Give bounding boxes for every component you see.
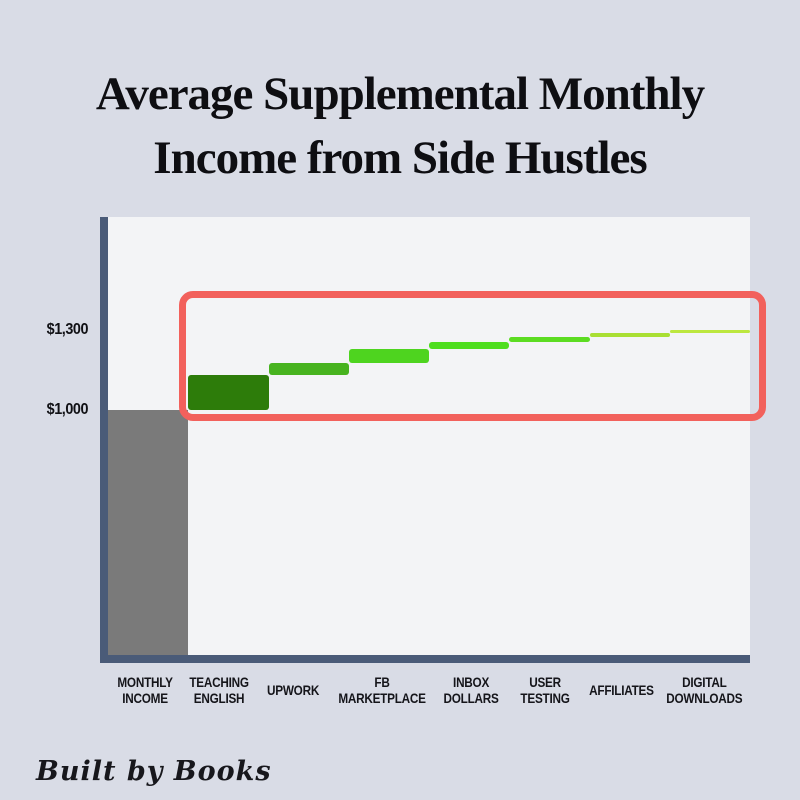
page-title-line-2: Income from Side Hustles [153, 132, 647, 184]
page-title-line-1: Average Supplemental Monthly [95, 68, 705, 120]
x-tick-label-inbox-dollars: INBOX DOLLARS [440, 666, 502, 714]
waterfall-bar-digital-downloads [669, 330, 750, 333]
x-tick-label-monthly-income: MONTHLY INCOME [114, 666, 176, 714]
waterfall-bar-affiliates [589, 332, 670, 337]
x-tick-line: AFFILIATES [588, 682, 654, 698]
waterfall-bar-inbox-dollars [429, 342, 510, 349]
x-tick-line: TESTING [520, 690, 571, 706]
x-tick-line: USER [529, 674, 562, 690]
x-tick-line: FB [374, 674, 390, 690]
x-tick-label-teaching-english: TEACHING ENGLISH [188, 666, 250, 714]
y-tick-label: $1,000 [46, 401, 89, 418]
x-axis-ticks: MONTHLY INCOME TEACHING ENGLISH UPWORK FB MARK… [108, 666, 750, 714]
x-tick-label-affiliates: AFFILIATES [589, 666, 654, 714]
waterfall-bar-teaching-english [188, 375, 269, 410]
x-tick-line: INCOME [122, 690, 168, 706]
x-tick-line: DOWNLOADS [666, 690, 743, 706]
waterfall-bar-monthly-income [108, 410, 189, 655]
brand-signature: Built by Books [36, 756, 272, 787]
x-tick-line: UPWORK [267, 682, 320, 698]
x-tick-line: MONTHLY [117, 674, 173, 690]
x-tick-line: DIGITAL [682, 674, 727, 690]
x-tick-label-user-testing: USER TESTING [514, 666, 576, 714]
x-tick-line: ENGLISH [193, 690, 245, 706]
x-tick-line: TEACHING [189, 674, 249, 690]
x-tick-line: DOLLARS [443, 690, 499, 706]
plot-area [108, 217, 750, 655]
page-title: Average Supplemental Monthly Income from… [0, 62, 800, 190]
waterfall-bar-user-testing [509, 336, 590, 342]
x-tick-label-fb-marketplace: FB MARKETPLACE [338, 666, 427, 714]
y-tick-label: $1,300 [46, 321, 89, 338]
x-tick-line: INBOX [453, 674, 490, 690]
x-tick-label-digital-downloads: DIGITAL DOWNLOADS [667, 666, 743, 714]
waterfall-bar-upwork [268, 363, 349, 376]
y-axis-line [100, 217, 108, 663]
highlight-box [179, 291, 766, 421]
x-tick-label-upwork: UPWORK [262, 666, 324, 714]
x-tick-line: MARKETPLACE [338, 690, 427, 706]
x-axis-line [100, 655, 750, 663]
waterfall-bar-fb-marketplace [348, 348, 429, 364]
